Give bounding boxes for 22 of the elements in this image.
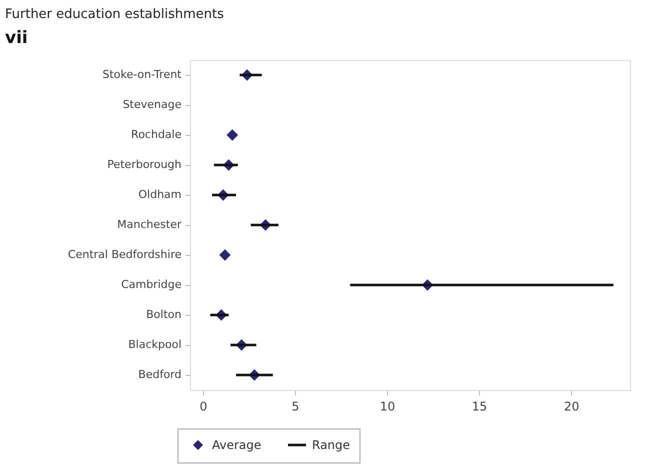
y-tick-label: Bolton — [146, 308, 182, 321]
x-tick-label: 15 — [472, 400, 488, 414]
y-tick-label: Blackpool — [128, 338, 182, 351]
y-tick-label: Stoke-on-Trent — [102, 68, 182, 81]
y-tick-label: Bedford — [138, 368, 182, 381]
text: Range — [312, 438, 350, 452]
y-tick-label: Peterborough — [107, 158, 182, 171]
text: vii — [5, 28, 28, 48]
x-tick-label: 5 — [292, 400, 300, 414]
y-tick-label: Central Bedfordshire — [68, 248, 182, 261]
y-tick-label: Cambridge — [121, 278, 182, 291]
y-tick-label: Oldham — [138, 188, 182, 201]
legend-label: Average — [212, 438, 262, 452]
chart-title: Further education establishments — [5, 7, 224, 22]
point — [219, 249, 231, 261]
x-tick-label: 20 — [564, 400, 580, 414]
point — [226, 129, 238, 141]
y-tick-label: Rochdale — [131, 128, 182, 141]
x-tick-label: 10 — [380, 400, 396, 414]
x-tick-label: 0 — [200, 400, 208, 414]
y-tick-label: Stevenage — [122, 98, 182, 111]
y-tick-label: Manchester — [117, 218, 182, 231]
